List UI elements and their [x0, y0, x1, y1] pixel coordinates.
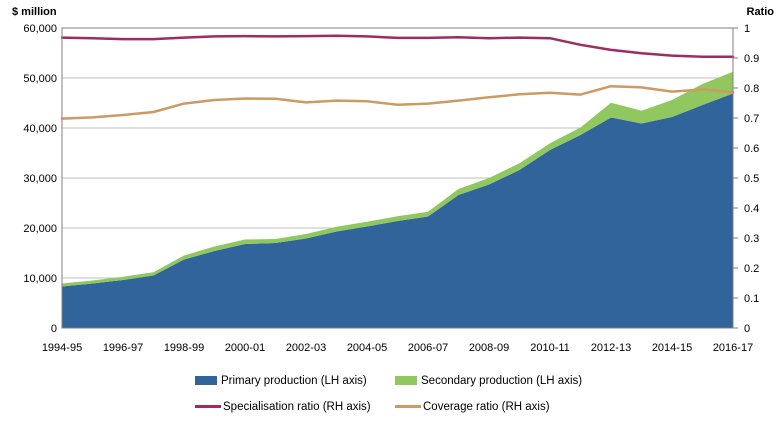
svg-text:2004-05: 2004-05 — [347, 342, 387, 354]
specialisation-ratio-swatch — [195, 405, 221, 408]
legend-item-secondary-production: Secondary production (LH axis) — [395, 375, 582, 387]
legend-label: Primary production (LH axis) — [221, 374, 367, 387]
legend-label: Coverage ratio (RH axis) — [423, 400, 550, 413]
svg-text:1: 1 — [744, 23, 750, 35]
svg-text:2016-17: 2016-17 — [713, 342, 753, 354]
svg-text:2006-07: 2006-07 — [408, 342, 448, 354]
svg-text:0: 0 — [744, 323, 750, 335]
primary-production-swatch — [195, 376, 217, 385]
left-axis-title: $ million — [12, 6, 57, 18]
svg-text:0.6: 0.6 — [744, 143, 759, 155]
legend-item-specialisation-ratio: Specialisation ratio (RH axis) — [195, 401, 395, 413]
svg-text:0: 0 — [51, 323, 57, 335]
legend-label: Specialisation ratio (RH axis) — [223, 400, 371, 413]
svg-text:0.1: 0.1 — [744, 293, 759, 305]
svg-text:2014-15: 2014-15 — [652, 342, 692, 354]
svg-text:2010-11: 2010-11 — [530, 342, 570, 354]
svg-text:20,000: 20,000 — [23, 223, 57, 235]
svg-text:1994-95: 1994-95 — [42, 342, 82, 354]
legend-item-coverage-ratio: Coverage ratio (RH axis) — [395, 401, 582, 413]
svg-text:50,000: 50,000 — [23, 73, 57, 85]
coverage-ratio-swatch — [395, 405, 421, 408]
svg-text:10,000: 10,000 — [23, 273, 57, 285]
svg-text:40,000: 40,000 — [23, 123, 57, 135]
legend-label: Secondary production (LH axis) — [421, 374, 583, 387]
svg-text:0.4: 0.4 — [744, 203, 759, 215]
svg-text:0.5: 0.5 — [744, 173, 759, 185]
svg-text:0.8: 0.8 — [744, 83, 759, 95]
legend-item-primary-production: Primary production (LH axis) — [195, 375, 395, 387]
svg-text:30,000: 30,000 — [23, 173, 57, 185]
svg-text:1998-99: 1998-99 — [164, 342, 204, 354]
svg-text:0.9: 0.9 — [744, 53, 759, 65]
svg-text:0.3: 0.3 — [744, 233, 759, 245]
svg-text:0.2: 0.2 — [744, 263, 759, 275]
svg-text:1996-97: 1996-97 — [103, 342, 143, 354]
svg-text:2000-01: 2000-01 — [225, 342, 265, 354]
secondary-production-swatch — [395, 376, 417, 385]
chart-legend: Primary production (LH axis) Secondary p… — [195, 371, 582, 416]
svg-text:2002-03: 2002-03 — [286, 342, 326, 354]
right-axis-title: Ratio — [746, 6, 775, 18]
svg-text:2012-13: 2012-13 — [591, 342, 631, 354]
svg-text:60,000: 60,000 — [23, 23, 57, 35]
svg-text:2008-09: 2008-09 — [469, 342, 509, 354]
svg-text:0.7: 0.7 — [744, 113, 759, 125]
